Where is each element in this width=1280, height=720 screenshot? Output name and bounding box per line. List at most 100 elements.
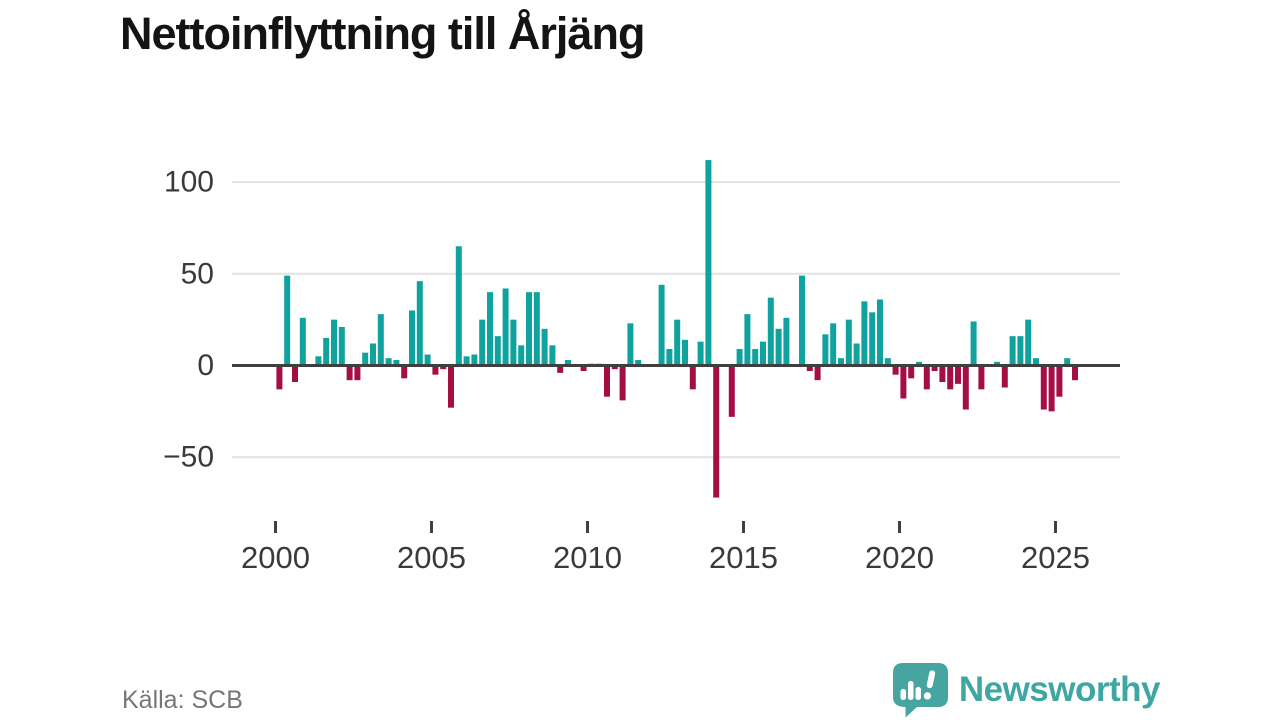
- bar: [471, 354, 478, 366]
- bar: [799, 275, 805, 366]
- bar: [284, 275, 291, 366]
- bar: [845, 319, 852, 366]
- bar: [377, 314, 384, 366]
- bar: [822, 334, 829, 366]
- bar: [494, 336, 501, 366]
- bar: [916, 361, 922, 366]
- bar: [487, 292, 493, 366]
- bar: [869, 312, 876, 366]
- bar: [1048, 365, 1055, 412]
- bar: [533, 292, 540, 366]
- bar: [424, 354, 431, 366]
- x-tick-label: 2015: [709, 540, 778, 575]
- y-tick-label: 0: [197, 349, 214, 382]
- x-tick-label: 2000: [241, 540, 310, 575]
- bar: [713, 365, 720, 498]
- bar: [674, 319, 681, 366]
- bar: [884, 358, 891, 366]
- bar: [752, 348, 759, 366]
- x-tick-label: 2010: [553, 540, 622, 575]
- bar: [331, 319, 337, 366]
- x-tick-label: 2025: [1021, 540, 1090, 575]
- bar: [861, 301, 868, 366]
- bar: [947, 365, 954, 390]
- bar: [1017, 336, 1024, 366]
- bar: [1009, 336, 1016, 366]
- bar: [962, 365, 969, 410]
- bar: [362, 352, 369, 366]
- y-tick-label: 100: [164, 166, 214, 199]
- bar: [838, 358, 844, 366]
- bar: [806, 365, 813, 371]
- bar: [385, 358, 392, 366]
- bar: [955, 365, 961, 384]
- bar: [323, 337, 330, 366]
- bar: [463, 356, 470, 366]
- bar: [604, 365, 610, 397]
- bar: [448, 365, 454, 408]
- bar-chart: 100 50 0 −50 2000 2005 2010 2015 2020 2025: [163, 160, 1120, 575]
- x-tick-label: 2005: [397, 540, 466, 575]
- bar: [736, 348, 743, 366]
- bar: [393, 360, 400, 366]
- bar: [479, 319, 486, 366]
- bar: [526, 292, 532, 366]
- bar: [354, 365, 361, 381]
- bar: [565, 360, 571, 366]
- bar: [853, 343, 860, 366]
- bar: [908, 365, 915, 379]
- bar: [338, 326, 345, 366]
- bar: [783, 317, 790, 366]
- bar: [455, 246, 462, 366]
- bar: [1056, 365, 1063, 397]
- y-tick-label: −50: [163, 441, 214, 474]
- page-title: Nettoinflyttning till Årjäng: [120, 8, 645, 59]
- bar: [409, 310, 415, 366]
- bar: [814, 365, 821, 381]
- bar: [416, 281, 423, 366]
- bar: [541, 328, 548, 366]
- bar: [830, 323, 837, 366]
- bar: [440, 365, 447, 370]
- bar: [666, 348, 673, 366]
- bar: [994, 361, 1000, 366]
- bar: [1040, 365, 1047, 410]
- bar: [635, 360, 642, 366]
- bar: [923, 365, 930, 390]
- bar: [401, 365, 408, 379]
- bar: [744, 314, 751, 366]
- bar: [346, 365, 353, 381]
- bar: [580, 365, 587, 371]
- bar: [658, 284, 665, 366]
- bar: [900, 365, 907, 399]
- bar: [689, 365, 696, 390]
- bar: [1072, 365, 1078, 381]
- bar: [557, 365, 564, 373]
- bar: [682, 339, 688, 366]
- x-tick-label: 2020: [865, 540, 934, 575]
- bar: [775, 328, 782, 366]
- bar: [1064, 358, 1071, 366]
- bar: [315, 356, 322, 366]
- bar: [1033, 358, 1039, 366]
- bar: [760, 341, 766, 366]
- bar: [549, 345, 556, 366]
- bar: [877, 299, 883, 366]
- newsworthy-wordmark: Newsworthy: [958, 670, 1161, 709]
- bar: [276, 365, 283, 390]
- bar: [299, 317, 306, 366]
- bar: [978, 365, 985, 390]
- bar: [432, 365, 439, 375]
- bar: [705, 160, 712, 366]
- bar: [728, 365, 735, 417]
- newsworthy-logo: Newsworthy: [892, 662, 1161, 718]
- newsworthy-bubble-icon: [892, 663, 948, 718]
- bar: [502, 288, 509, 366]
- bar: [939, 365, 946, 383]
- bar: [619, 365, 626, 401]
- bar: [1025, 319, 1032, 366]
- bar: [767, 297, 774, 366]
- bar: [970, 321, 977, 366]
- source-label: Källa: SCB: [122, 686, 243, 714]
- bar: [611, 365, 618, 370]
